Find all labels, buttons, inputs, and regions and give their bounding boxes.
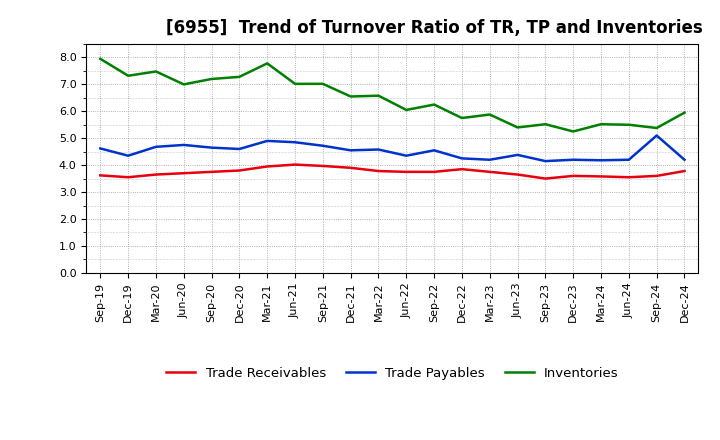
Inventories bbox=[513, 125, 522, 130]
Trade Payables bbox=[597, 158, 606, 163]
Inventories bbox=[318, 81, 327, 87]
Trade Receivables bbox=[124, 175, 132, 180]
Trade Receivables bbox=[513, 172, 522, 177]
Trade Payables bbox=[235, 147, 243, 152]
Trade Payables bbox=[291, 139, 300, 145]
Inventories bbox=[402, 107, 410, 113]
Line: Trade Payables: Trade Payables bbox=[100, 136, 685, 161]
Trade Receivables bbox=[152, 172, 161, 177]
Text: [6955]  Trend of Turnover Ratio of TR, TP and Inventories: [6955] Trend of Turnover Ratio of TR, TP… bbox=[166, 19, 703, 37]
Line: Inventories: Inventories bbox=[100, 59, 685, 132]
Inventories bbox=[680, 110, 689, 115]
Trade Payables bbox=[374, 147, 383, 152]
Trade Receivables bbox=[235, 168, 243, 173]
Trade Receivables bbox=[624, 175, 633, 180]
Trade Receivables bbox=[207, 169, 216, 175]
Trade Payables bbox=[152, 144, 161, 150]
Inventories bbox=[179, 82, 188, 87]
Trade Payables bbox=[624, 157, 633, 162]
Trade Payables bbox=[96, 146, 104, 151]
Line: Trade Receivables: Trade Receivables bbox=[100, 165, 685, 179]
Trade Payables bbox=[263, 138, 271, 143]
Trade Receivables bbox=[374, 169, 383, 174]
Inventories bbox=[124, 73, 132, 78]
Trade Receivables bbox=[96, 173, 104, 178]
Trade Receivables bbox=[680, 169, 689, 174]
Trade Payables bbox=[207, 145, 216, 150]
Trade Receivables bbox=[430, 169, 438, 175]
Inventories bbox=[291, 81, 300, 87]
Trade Receivables bbox=[569, 173, 577, 179]
Inventories bbox=[374, 93, 383, 98]
Inventories bbox=[152, 69, 161, 74]
Trade Receivables bbox=[485, 169, 494, 175]
Inventories bbox=[458, 115, 467, 121]
Inventories bbox=[652, 125, 661, 131]
Inventories bbox=[235, 74, 243, 80]
Inventories bbox=[430, 102, 438, 107]
Trade Receivables bbox=[597, 174, 606, 179]
Trade Receivables bbox=[291, 162, 300, 167]
Inventories bbox=[263, 61, 271, 66]
Trade Payables bbox=[318, 143, 327, 148]
Trade Payables bbox=[402, 153, 410, 158]
Trade Receivables bbox=[541, 176, 550, 181]
Trade Receivables bbox=[263, 164, 271, 169]
Trade Payables bbox=[458, 156, 467, 161]
Trade Receivables bbox=[346, 165, 355, 170]
Trade Payables bbox=[652, 133, 661, 138]
Inventories bbox=[207, 77, 216, 82]
Trade Receivables bbox=[458, 166, 467, 172]
Inventories bbox=[624, 122, 633, 128]
Trade Payables bbox=[680, 157, 689, 162]
Trade Receivables bbox=[318, 163, 327, 169]
Trade Receivables bbox=[652, 173, 661, 179]
Inventories bbox=[541, 121, 550, 127]
Trade Payables bbox=[569, 157, 577, 162]
Inventories bbox=[569, 129, 577, 134]
Trade Receivables bbox=[402, 169, 410, 175]
Trade Payables bbox=[430, 148, 438, 153]
Trade Payables bbox=[346, 148, 355, 153]
Trade Receivables bbox=[179, 171, 188, 176]
Trade Payables bbox=[485, 157, 494, 162]
Legend: Trade Receivables, Trade Payables, Inventories: Trade Receivables, Trade Payables, Inven… bbox=[161, 362, 624, 385]
Inventories bbox=[96, 56, 104, 62]
Trade Payables bbox=[513, 152, 522, 158]
Inventories bbox=[597, 121, 606, 127]
Trade Payables bbox=[179, 142, 188, 147]
Inventories bbox=[346, 94, 355, 99]
Trade Payables bbox=[541, 158, 550, 164]
Trade Payables bbox=[124, 153, 132, 158]
Inventories bbox=[485, 112, 494, 117]
